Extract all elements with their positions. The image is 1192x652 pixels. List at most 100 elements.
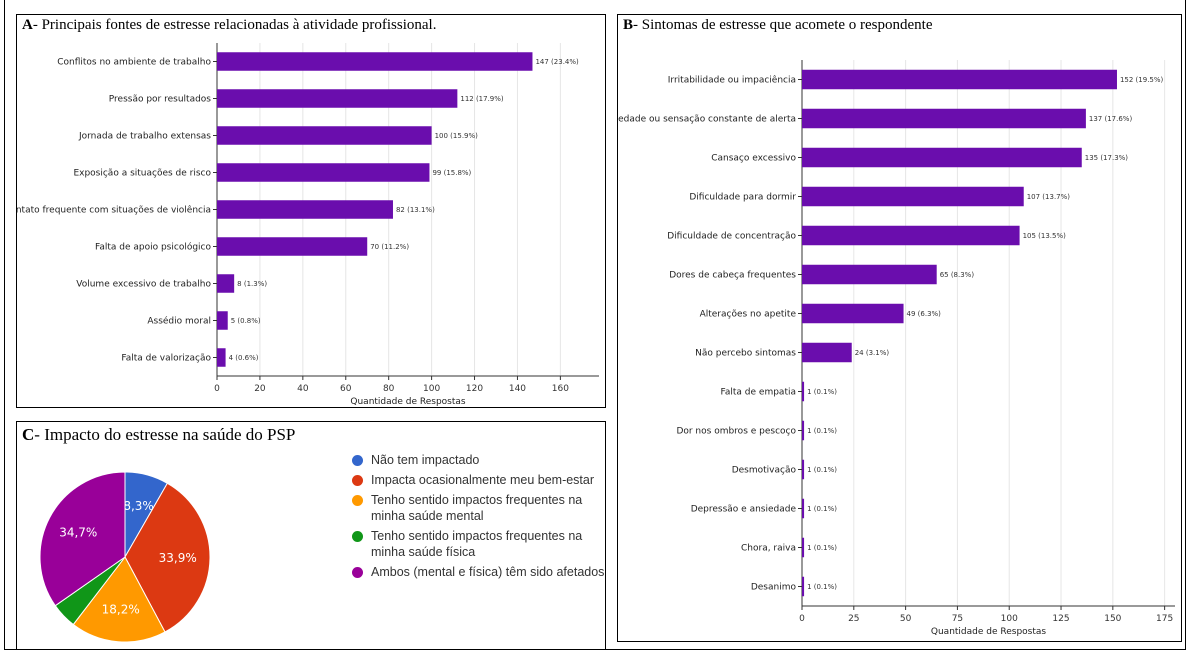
x-tick-label: 175 — [1156, 614, 1173, 624]
data-label: 137 (17.6%) — [1089, 115, 1133, 123]
bar — [217, 348, 226, 367]
bar — [802, 264, 937, 285]
pie-slice — [124, 482, 211, 633]
x-tick-label: 100 — [423, 384, 440, 394]
category-label: Não percebo sintomas — [695, 349, 796, 359]
x-tick-label: 20 — [254, 384, 266, 394]
category-label: Falta de apoio psicológico — [95, 242, 212, 253]
bar — [217, 237, 368, 256]
category-label: Assédio moral — [147, 316, 211, 327]
pie-slice — [72, 556, 166, 643]
category-label: Falta de valorização — [121, 354, 211, 364]
bar — [802, 69, 1117, 90]
category-label: Desmotivação — [732, 466, 797, 476]
bar — [802, 303, 904, 324]
pie-slice — [39, 471, 126, 607]
data-label: 147 (23.4%) — [535, 58, 579, 66]
x-tick-label: 60 — [340, 384, 352, 394]
data-label: 65 (8.3%) — [940, 271, 975, 279]
bar — [802, 537, 805, 558]
data-label: 5 (0.8%) — [231, 317, 261, 325]
x-tick-label: 140 — [509, 384, 526, 394]
legend-label: Ambos (mental e física) têm sido afetado… — [371, 565, 605, 579]
category-label: Alterações no apetite — [700, 310, 797, 320]
category-label: Dificuldade para dormir — [689, 193, 796, 203]
category-label: Chora, raiva — [741, 544, 796, 554]
data-label: 1 (0.1%) — [807, 388, 837, 396]
x-tick-label: 100 — [1001, 614, 1018, 624]
category-label: Contato frequente com situações de violê… — [17, 205, 211, 216]
legend-item: Tenho sentido impactos frequentes na min… — [352, 492, 605, 524]
category-label: Dificuldade de concentração — [667, 232, 796, 242]
pie-data-label: 8,3% — [123, 499, 154, 513]
bar — [802, 342, 852, 363]
category-label: Desanimo — [751, 583, 797, 593]
legend-label: Tenho sentido impactos frequentes na min… — [371, 529, 583, 559]
data-label: 1 (0.1%) — [807, 466, 837, 474]
x-tick-label: 160 — [552, 384, 569, 394]
x-axis-label: Quantidade de Respostas — [931, 627, 1047, 637]
bar — [217, 200, 393, 219]
x-tick-label: 120 — [466, 384, 483, 394]
data-label: 8 (1.3%) — [237, 280, 267, 288]
category-label: Cansaço excessivo — [711, 154, 796, 164]
category-label: Pressão por resultados — [109, 95, 212, 105]
pie-data-label: 34,7% — [59, 526, 97, 540]
panel-a: A- Principais fontes de estresse relacio… — [16, 14, 606, 408]
x-tick-label: 125 — [1052, 614, 1069, 624]
category-label: Depressão e ansiedade — [691, 505, 797, 515]
bar — [802, 186, 1024, 207]
bar — [802, 459, 805, 480]
data-label: 135 (17.3%) — [1085, 154, 1129, 162]
x-tick-label: 40 — [297, 384, 309, 394]
x-axis-label: Quantidade de Respostas — [350, 397, 466, 407]
bar — [802, 576, 805, 597]
category-label: Ansiedade ou sensação constante de alert… — [618, 115, 796, 125]
legend-item: Impacta ocasionalmente meu bem-estar — [352, 472, 605, 488]
chart-c: 8,3% 33,9% 18,2% 34,7% — [39, 471, 211, 643]
data-label: 49 (6.3%) — [907, 310, 942, 318]
legend-item: Ambos (mental e física) têm sido afetado… — [352, 564, 605, 580]
data-label: 99 (15.8%) — [432, 169, 471, 177]
legend-item: Não tem impactado — [352, 452, 605, 468]
bar — [802, 108, 1086, 129]
category-label: Irritabilidade ou impaciência — [668, 75, 796, 86]
data-label: 100 (15.9%) — [435, 132, 479, 140]
bar — [217, 163, 430, 182]
data-label: 112 (17.9%) — [460, 95, 504, 103]
bar — [802, 225, 1020, 246]
category-label: Jornada de trabalho extensas — [78, 132, 211, 142]
panel-c-title: C- Impacto do estresse na saúde do PSP — [22, 425, 296, 444]
legend-swatch — [352, 531, 363, 542]
data-label: 1 (0.1%) — [807, 544, 837, 552]
legend-swatch — [352, 475, 363, 486]
x-tick-label: 0 — [214, 384, 220, 394]
data-label: 70 (11.2%) — [370, 243, 409, 251]
bar — [802, 381, 805, 402]
legend-swatch — [352, 455, 363, 466]
chart-b: 0 25 50 75 100 125 150 175 Irritabilidade ou imp… — [618, 60, 1175, 637]
data-label: 1 (0.1%) — [807, 505, 837, 513]
category-label: Exposição a situações de risco — [73, 169, 211, 179]
pie-data-label: 33,9% — [159, 551, 197, 565]
data-label: 1 (0.1%) — [807, 427, 837, 435]
bar — [217, 126, 432, 145]
category-label: Conflitos no ambiente de trabalho — [57, 58, 211, 68]
bar — [802, 420, 805, 441]
panel-b: B- Sintomas de estresse que acomete o re… — [617, 14, 1182, 642]
legend-swatch — [352, 495, 363, 506]
data-label: 1 (0.1%) — [807, 583, 837, 591]
category-label: Falta de empatia — [721, 388, 796, 398]
data-label: 82 (13.1%) — [396, 206, 435, 214]
bar — [217, 274, 235, 293]
x-tick-label: 80 — [383, 384, 395, 394]
x-tick-label: 75 — [952, 614, 963, 624]
chart-a: 0 20 40 60 80 100 120 140 160 Conflitos no ambien… — [17, 43, 599, 407]
bar — [217, 52, 533, 71]
x-tick-label: 0 — [799, 614, 805, 624]
data-label: 105 (13.5%) — [1023, 232, 1067, 240]
category-label: Dores de cabeça frequentes — [669, 271, 796, 281]
legend-label: Tenho sentido impactos frequentes na min… — [371, 493, 583, 523]
legend-label: Não tem impactado — [371, 453, 480, 467]
panel-b-title: B- Sintomas de estresse que acomete o re… — [623, 17, 933, 33]
